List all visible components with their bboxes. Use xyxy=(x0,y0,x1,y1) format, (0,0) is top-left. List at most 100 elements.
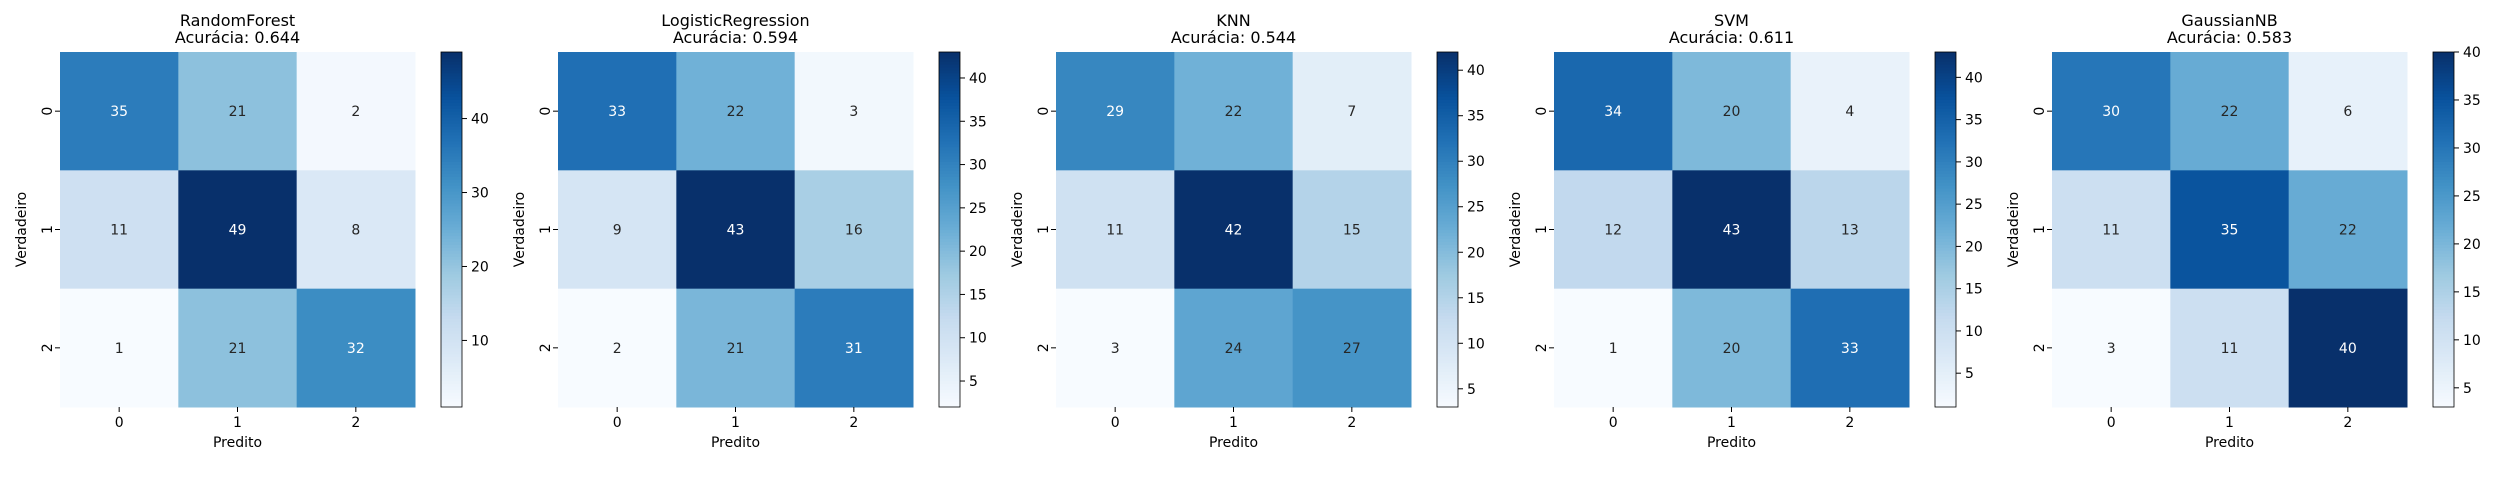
colorbar-segment xyxy=(2433,386,2454,390)
colorbar-segment xyxy=(939,217,960,222)
colorbar-segment xyxy=(939,202,960,207)
cell-value-label: 2 xyxy=(613,341,622,357)
colorbar-segment xyxy=(441,350,462,355)
colorbar-segment xyxy=(2433,99,2454,103)
colorbar-segment xyxy=(2433,247,2454,251)
colorbar-segment xyxy=(441,143,462,148)
colorbar-segment xyxy=(441,386,462,390)
colorbar-segment xyxy=(939,362,960,367)
colorbar-segment xyxy=(1437,365,1458,370)
colorbar-segment xyxy=(441,211,462,216)
cell-value-label: 33 xyxy=(1841,341,1859,357)
colorbar-segment xyxy=(1437,356,1458,361)
colorbar-segment xyxy=(1437,128,1458,133)
colorbar-segment xyxy=(939,365,960,370)
colorbar-segment xyxy=(1437,401,1458,405)
colorbar-segment xyxy=(939,57,960,62)
colorbar-segment xyxy=(1935,365,1956,370)
colorbar-segment xyxy=(2433,161,2454,166)
colorbar-segment xyxy=(1437,93,1458,97)
colorbar-segment xyxy=(1935,380,1956,384)
colorbar-tick-label: 10 xyxy=(969,331,987,347)
colorbar-segment xyxy=(441,152,462,157)
colorbar-segment xyxy=(2433,398,2454,402)
colorbar-segment xyxy=(1935,120,1956,124)
cell-value-label: 3 xyxy=(2107,341,2116,357)
colorbar-segment xyxy=(939,81,960,86)
colorbar-segment xyxy=(441,333,462,337)
colorbar-segment xyxy=(441,155,462,160)
y-tick-label: 2 xyxy=(2032,343,2048,352)
colorbar-segment xyxy=(441,265,462,269)
heatmap-cell xyxy=(794,288,914,408)
cell-value-label: 20 xyxy=(1723,104,1741,120)
colorbar-segment xyxy=(1935,279,1956,284)
colorbar-segment xyxy=(1935,294,1956,299)
colorbar-segment xyxy=(939,194,960,198)
colorbar-segment xyxy=(441,401,462,405)
colorbar-segment xyxy=(1437,143,1458,148)
colorbar-segment xyxy=(1935,398,1956,402)
colorbar-segment xyxy=(1935,383,1956,387)
colorbar-segment xyxy=(1437,102,1458,106)
colorbar-segment xyxy=(939,315,960,319)
cell-value-label: 22 xyxy=(727,104,745,120)
colorbar-segment xyxy=(939,99,960,103)
colorbar-segment xyxy=(939,374,960,379)
colorbar-segment xyxy=(441,285,462,290)
colorbar-segment xyxy=(2433,353,2454,358)
colorbar-segment xyxy=(441,84,462,89)
colorbar-segment xyxy=(441,288,462,293)
colorbar-segment xyxy=(1935,179,1956,183)
colorbar-segment xyxy=(939,241,960,245)
colorbar-segment xyxy=(939,262,960,266)
heatmap-cell xyxy=(178,52,298,171)
colorbar-segment xyxy=(2433,214,2454,219)
cell-value-label: 8 xyxy=(351,223,360,239)
colorbar-segment xyxy=(1935,341,1956,346)
colorbar-segment xyxy=(441,356,462,361)
colorbar-segment xyxy=(1437,185,1458,189)
cell-value-label: 24 xyxy=(1225,341,1243,357)
colorbar-segment xyxy=(1935,66,1956,71)
colorbar-segment xyxy=(1437,247,1458,251)
colorbar-segment xyxy=(441,105,462,109)
heatmap-cell xyxy=(2288,170,2408,290)
colorbar-segment xyxy=(1935,312,1956,316)
colorbar-segment xyxy=(1437,232,1458,237)
colorbar-segment xyxy=(2433,324,2454,328)
colorbar-segment xyxy=(939,238,960,242)
colorbar-segment xyxy=(939,149,960,154)
colorbar-segment xyxy=(441,102,462,106)
colorbar-segment xyxy=(2433,229,2454,234)
heatmap-cell xyxy=(1174,288,1294,408)
colorbar-segment xyxy=(441,90,462,95)
colorbar-segment xyxy=(441,81,462,86)
colorbar-segment xyxy=(2433,146,2454,151)
colorbar-segment xyxy=(2433,291,2454,296)
colorbar-segment xyxy=(1935,235,1956,239)
colorbar-segment xyxy=(1935,202,1956,207)
colorbar-segment xyxy=(441,66,462,71)
colorbar-segment xyxy=(939,324,960,328)
colorbar-segment xyxy=(1437,383,1458,387)
heatmap-cell xyxy=(558,288,677,408)
cell-value-label: 11 xyxy=(110,223,128,239)
colorbar-segment xyxy=(1935,395,1956,399)
colorbar-segment xyxy=(441,392,462,396)
colorbar-segment xyxy=(1935,270,1956,275)
colorbar-segment xyxy=(1437,208,1458,213)
colorbar-segment xyxy=(939,321,960,325)
colorbar-segment xyxy=(441,247,462,251)
colorbar-segment xyxy=(1437,191,1458,195)
colorbar-segment xyxy=(2433,114,2454,118)
colorbar-segment xyxy=(1437,176,1458,180)
colorbar-segment xyxy=(2433,54,2454,59)
colorbar-segment xyxy=(1935,123,1956,127)
colorbar-segment xyxy=(1935,63,1956,68)
colorbar-segment xyxy=(2433,333,2454,337)
cell-value-label: 22 xyxy=(1225,104,1243,120)
colorbar-segment xyxy=(441,149,462,154)
colorbar-segment xyxy=(441,241,462,245)
cell-value-label: 15 xyxy=(1343,223,1361,239)
